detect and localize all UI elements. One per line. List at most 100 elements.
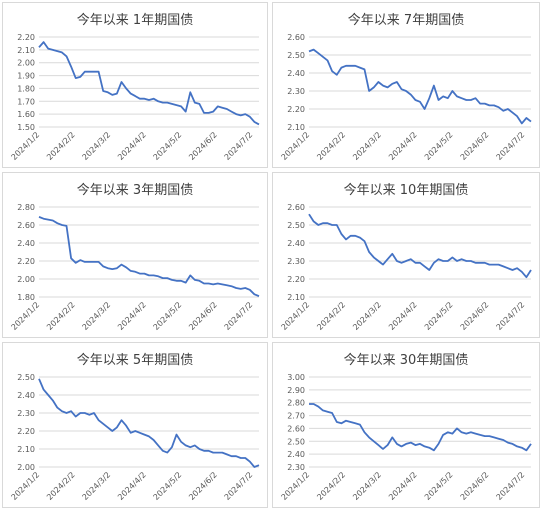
x-tick-label: 2024/3/2 <box>351 470 383 502</box>
x-tick-label: 2024/4/2 <box>387 130 419 162</box>
y-tick-label: 2.20 <box>17 427 35 436</box>
y-tick-label: 2.80 <box>17 203 35 212</box>
x-tick-label: 2024/7/2 <box>223 130 255 162</box>
x-tick-label: 2024/6/2 <box>187 300 219 332</box>
y-tick-label: 2.40 <box>17 239 35 248</box>
series-line <box>309 403 532 452</box>
x-tick-label: 2024/3/2 <box>81 300 113 332</box>
y-tick-label: 2.00 <box>17 59 35 68</box>
y-tick-label: 2.30 <box>287 87 305 96</box>
y-tick-label: 1.80 <box>17 84 35 93</box>
series-line <box>308 213 532 279</box>
y-tick-label: 2.20 <box>17 257 35 266</box>
x-tick-label: 2024/2/2 <box>315 130 347 162</box>
x-tick-label: 2024/5/2 <box>152 130 184 162</box>
series-line <box>308 48 532 125</box>
y-tick-label: 2.10 <box>287 293 305 302</box>
chart-title: 今年以来 7年期国债 <box>347 13 465 28</box>
x-tick-label: 2024/7/2 <box>223 470 255 502</box>
x-tick-label: 2024/4/2 <box>116 470 148 502</box>
y-tick-label: 2.50 <box>287 437 305 446</box>
chart-panel-5y: 今年以来 5年期国债 2.50 2.40 2.30 2.20 2.10 2.00 2024/… <box>2 342 268 508</box>
y-tick-label: 1.90 <box>17 72 35 81</box>
x-tick-label: 2024/5/2 <box>423 300 455 332</box>
x-tick-label: 2024/7/2 <box>223 300 255 332</box>
y-tick-label: 2.40 <box>17 391 35 400</box>
chart-title: 今年以来 30年期国债 <box>343 353 469 368</box>
y-tick-label: 2.10 <box>17 445 35 454</box>
x-tick-label: 2024/5/2 <box>423 470 455 502</box>
y-tick-label: 1.60 <box>17 110 35 119</box>
series-line <box>38 41 260 126</box>
x-tick-label: 2024/6/2 <box>459 470 491 502</box>
y-tick-label: 2.20 <box>287 105 305 114</box>
x-tick-label: 2024/1/2 <box>10 130 42 162</box>
y-tick-label: 2.90 <box>287 386 305 395</box>
x-tick-label: 2024/3/2 <box>81 470 113 502</box>
x-tick-label: 2024/4/2 <box>387 470 419 502</box>
x-tick-label: 2024/7/2 <box>495 130 527 162</box>
chart-panel-1y: 今年以来 1年期国债 2.20 2.10 2.00 1.90 1.80 1.70 1.60 1… <box>2 2 268 168</box>
x-tick-label: 2024/1/2 <box>10 470 42 502</box>
y-tick-label: 2.40 <box>287 69 305 78</box>
series-line <box>38 216 260 297</box>
y-tick-label: 1.80 <box>17 293 35 302</box>
x-tick-label: 2024/6/2 <box>459 130 491 162</box>
y-tick-label: 2.60 <box>287 203 305 212</box>
x-tick-label: 2024/2/2 <box>45 300 77 332</box>
x-tick-label: 2024/6/2 <box>187 470 219 502</box>
y-tick-label: 2.60 <box>17 221 35 230</box>
x-tick-label: 2024/2/2 <box>45 130 77 162</box>
x-tick-label: 2024/2/2 <box>315 470 347 502</box>
y-tick-label: 2.30 <box>17 409 35 418</box>
x-tick-label: 2024/3/2 <box>81 130 113 162</box>
y-tick-label: 2.40 <box>287 450 305 459</box>
y-tick-label: 2.00 <box>17 463 35 472</box>
chart-title: 今年以来 1年期国债 <box>76 13 194 28</box>
chart-canvas: 2.20 2.10 2.00 1.90 1.80 1.70 1.60 1.502024/1/2… <box>10 33 260 162</box>
y-tick-label: 2.50 <box>17 373 35 382</box>
series-line <box>38 378 260 468</box>
x-tick-label: 2024/3/2 <box>351 300 383 332</box>
y-tick-label: 2.10 <box>17 46 35 55</box>
x-tick-label: 2024/7/2 <box>495 470 527 502</box>
x-tick-label: 2024/2/2 <box>315 300 347 332</box>
chart-panel-7y: 今年以来 7年期国债 2.60 2.50 2.40 2.30 2.20 2.10 2024/… <box>272 2 540 168</box>
x-tick-label: 2024/5/2 <box>152 300 184 332</box>
chart-panel-10y: 今年以来 10年期国债 2.60 2.50 2.40 2.30 2.20 2.10 2024… <box>272 172 540 338</box>
x-tick-label: 2024/4/2 <box>116 300 148 332</box>
y-tick-label: 2.10 <box>287 123 305 132</box>
y-tick-label: 1.50 <box>17 123 35 132</box>
x-tick-label: 2024/6/2 <box>459 300 491 332</box>
x-tick-label: 2024/1/2 <box>10 300 42 332</box>
x-tick-label: 2024/6/2 <box>187 130 219 162</box>
x-tick-label: 2024/4/2 <box>387 300 419 332</box>
chart-title: 今年以来 10年期国债 <box>343 183 469 198</box>
y-tick-label: 2.60 <box>287 33 305 42</box>
x-tick-label: 2024/3/2 <box>351 130 383 162</box>
x-tick-label: 2024/1/2 <box>280 300 312 332</box>
x-tick-label: 2024/7/2 <box>495 300 527 332</box>
y-tick-label: 2.50 <box>287 51 305 60</box>
y-tick-label: 2.00 <box>17 275 35 284</box>
chart-title: 今年以来 5年期国债 <box>76 353 194 368</box>
chart-panel-3y: 今年以来 3年期国债 2.80 2.60 2.40 2.20 2.00 1.80 2024/… <box>2 172 268 338</box>
y-tick-label: 1.70 <box>17 97 35 106</box>
y-tick-label: 3.00 <box>287 373 305 382</box>
y-tick-label: 2.30 <box>287 463 305 472</box>
x-tick-label: 2024/4/2 <box>116 130 148 162</box>
x-tick-label: 2024/5/2 <box>152 470 184 502</box>
x-tick-label: 2024/1/2 <box>280 130 312 162</box>
y-tick-label: 2.20 <box>17 33 35 42</box>
x-tick-label: 2024/2/2 <box>45 470 77 502</box>
y-tick-label: 2.40 <box>287 239 305 248</box>
x-tick-label: 2024/1/2 <box>280 470 312 502</box>
chart-panel-30y: 今年以来 30年期国债 3.00 2.90 2.80 2.70 2.60 2.50 2.40… <box>272 342 540 508</box>
y-tick-label: 2.50 <box>287 221 305 230</box>
chart-title: 今年以来 3年期国债 <box>76 183 194 198</box>
y-tick-label: 2.60 <box>287 424 305 433</box>
